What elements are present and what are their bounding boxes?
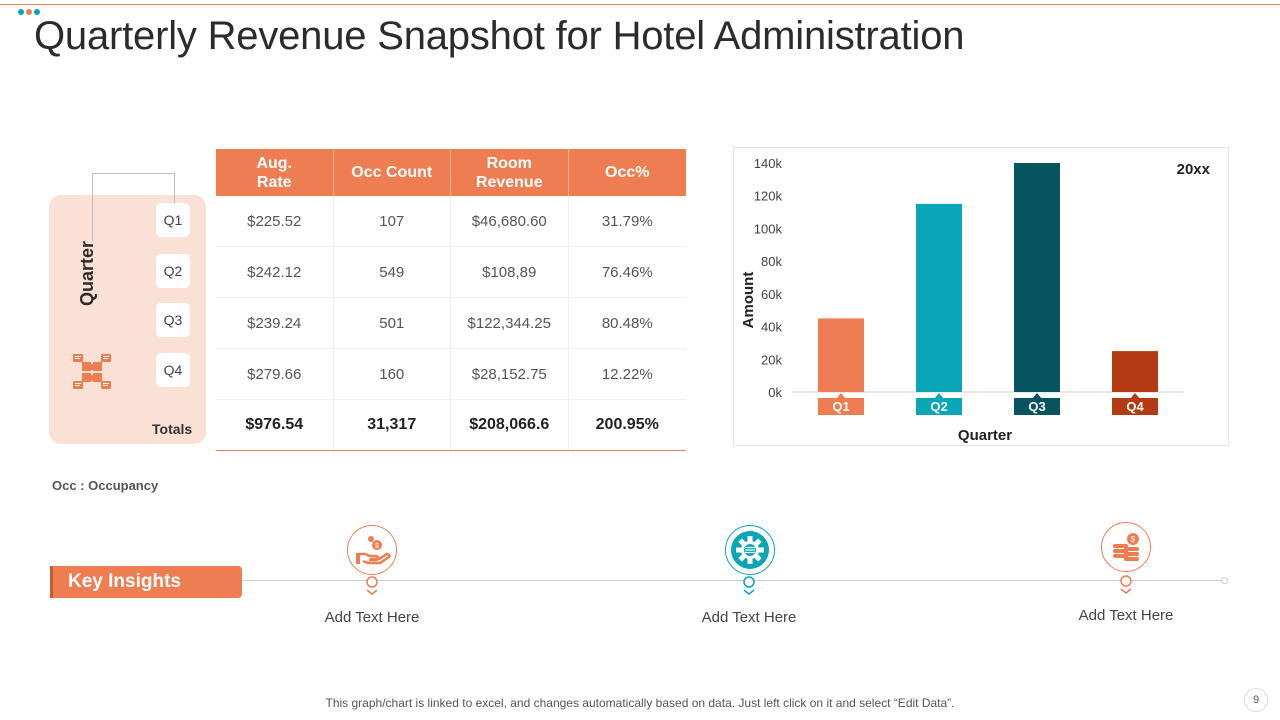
header-avg-rate: Aug. Rate bbox=[216, 149, 334, 196]
quarter-q3: Q3 bbox=[156, 303, 190, 337]
coin-stack-icon: $ bbox=[1101, 522, 1151, 572]
table-cell: 501 bbox=[334, 298, 451, 348]
total-avg-rate: $976.54 bbox=[216, 400, 334, 450]
chart-title: 20xx bbox=[1177, 161, 1211, 178]
table-cell: $46,680.60 bbox=[451, 196, 569, 246]
x-tick-badge bbox=[1014, 398, 1060, 415]
y-tick-label: 140k bbox=[754, 156, 783, 171]
y-tick-label: 20k bbox=[761, 352, 782, 367]
page-number: 9 bbox=[1244, 688, 1268, 712]
table-cell: 107 bbox=[334, 196, 451, 246]
total-occ-count: 31,317 bbox=[334, 400, 451, 450]
insight-text-1[interactable]: Add Text Here bbox=[324, 609, 420, 626]
revenue-chart[interactable]: 20xx Amount Quarter 0k 20k 40k 60k 80k 100k 12… bbox=[733, 147, 1229, 446]
table-cell: $279.66 bbox=[216, 349, 334, 399]
key-insights-label: Key Insights bbox=[50, 566, 242, 598]
y-tick-label: 80k bbox=[761, 254, 782, 269]
slide-dots bbox=[18, 2, 42, 20]
table-row: $242.12 549 $108,89 76.46% bbox=[216, 247, 686, 298]
table-cell: $108,89 bbox=[451, 247, 569, 297]
table-row: $279.66 160 $28,152.75 12.22% bbox=[216, 349, 686, 400]
quarter-label: Quarter bbox=[77, 240, 97, 306]
top-rule bbox=[0, 4, 1280, 5]
chart-ylabel: Amount bbox=[740, 272, 757, 329]
table-cell: $225.52 bbox=[216, 196, 334, 246]
quarter-bracket bbox=[92, 173, 175, 241]
pin-marker bbox=[743, 576, 755, 595]
table-cell: $242.12 bbox=[216, 247, 334, 297]
table-row: $225.52 107 $46,680.60 31.79% bbox=[216, 196, 686, 247]
chart-xlabel: Quarter bbox=[958, 427, 1012, 444]
hand-coin-icon: $ bbox=[347, 525, 397, 575]
quarter-q2: Q2 bbox=[156, 254, 190, 288]
header-room-revenue: Room Revenue bbox=[451, 149, 569, 196]
pin-marker bbox=[1120, 575, 1132, 594]
quarter-q1: Q1 bbox=[156, 203, 190, 237]
table-cell: 31.79% bbox=[601, 212, 653, 230]
header-occ-percent: Occ% bbox=[605, 164, 650, 181]
y-tick-label: 0k bbox=[768, 385, 782, 400]
table-header: Aug. Rate Occ Count Room Revenue Occ% bbox=[216, 149, 686, 196]
y-tick-label: 40k bbox=[761, 320, 782, 335]
y-tick-label: 120k bbox=[754, 189, 783, 204]
svg-text:$: $ bbox=[1131, 535, 1136, 544]
table-cell: $28,152.75 bbox=[451, 349, 569, 399]
y-tick-label: 100k bbox=[754, 221, 783, 236]
x-tick-label: Q3 bbox=[1028, 399, 1045, 414]
page-title: Quarterly Revenue Snapshot for Hotel Adm… bbox=[34, 14, 965, 58]
bar-q1 bbox=[818, 318, 864, 392]
occupancy-note: Occ : Occupancy bbox=[52, 478, 159, 493]
table-cell: $239.24 bbox=[216, 298, 334, 348]
totals-row: $976.54 31,317 $208,066.6 200.95% bbox=[216, 400, 686, 451]
insights-timeline bbox=[240, 580, 1225, 581]
x-tick-label: Q4 bbox=[1126, 399, 1144, 414]
table-cell: $122,344.25 bbox=[451, 298, 569, 348]
insight-text-3[interactable]: Add Text Here bbox=[1078, 607, 1174, 624]
x-tick-label: Q2 bbox=[930, 399, 947, 414]
table-cell: 12.22% bbox=[601, 365, 653, 383]
total-room-revenue: $208,066.6 bbox=[451, 400, 569, 450]
x-tick-pointer bbox=[836, 393, 846, 399]
revenue-table: Aug. Rate Occ Count Room Revenue Occ% $2… bbox=[216, 149, 686, 451]
x-tick-label: Q1 bbox=[832, 399, 849, 414]
chart-svg: 20xx Amount Quarter 0k 20k 40k 60k 80k 100k 12… bbox=[740, 156, 1211, 444]
table-cell: 160 bbox=[334, 349, 451, 399]
bar-q2 bbox=[916, 203, 962, 392]
x-tick-badge bbox=[1112, 398, 1158, 415]
quarter-q4: Q4 bbox=[156, 353, 190, 387]
table-cell: 76.46% bbox=[601, 263, 653, 281]
bar-q3 bbox=[1014, 163, 1060, 392]
footer-note: This graph/chart is linked to excel, and… bbox=[325, 696, 955, 710]
table-row: $239.24 501 $122,344.25 80.48% bbox=[216, 298, 686, 349]
pin-marker bbox=[366, 576, 378, 595]
total-occ-percent: 200.95% bbox=[595, 416, 659, 433]
x-tick-pointer bbox=[1130, 393, 1140, 399]
table-cell: 80.48% bbox=[601, 314, 653, 332]
bar-q4 bbox=[1112, 351, 1158, 392]
x-tick-pointer bbox=[934, 393, 944, 399]
header-occ-count: Occ Count bbox=[334, 149, 451, 196]
x-tick-badge bbox=[916, 398, 962, 415]
totals-label: Totals bbox=[152, 421, 193, 437]
insight-text-2[interactable]: Add Text Here bbox=[701, 609, 797, 626]
puzzle-icon bbox=[72, 352, 112, 397]
gear-icon bbox=[725, 525, 775, 575]
x-tick-badge bbox=[818, 398, 864, 415]
table-cell: 549 bbox=[334, 247, 451, 297]
y-tick-label: 60k bbox=[761, 287, 782, 302]
x-tick-pointer bbox=[1032, 393, 1042, 399]
svg-text:$: $ bbox=[375, 543, 379, 550]
